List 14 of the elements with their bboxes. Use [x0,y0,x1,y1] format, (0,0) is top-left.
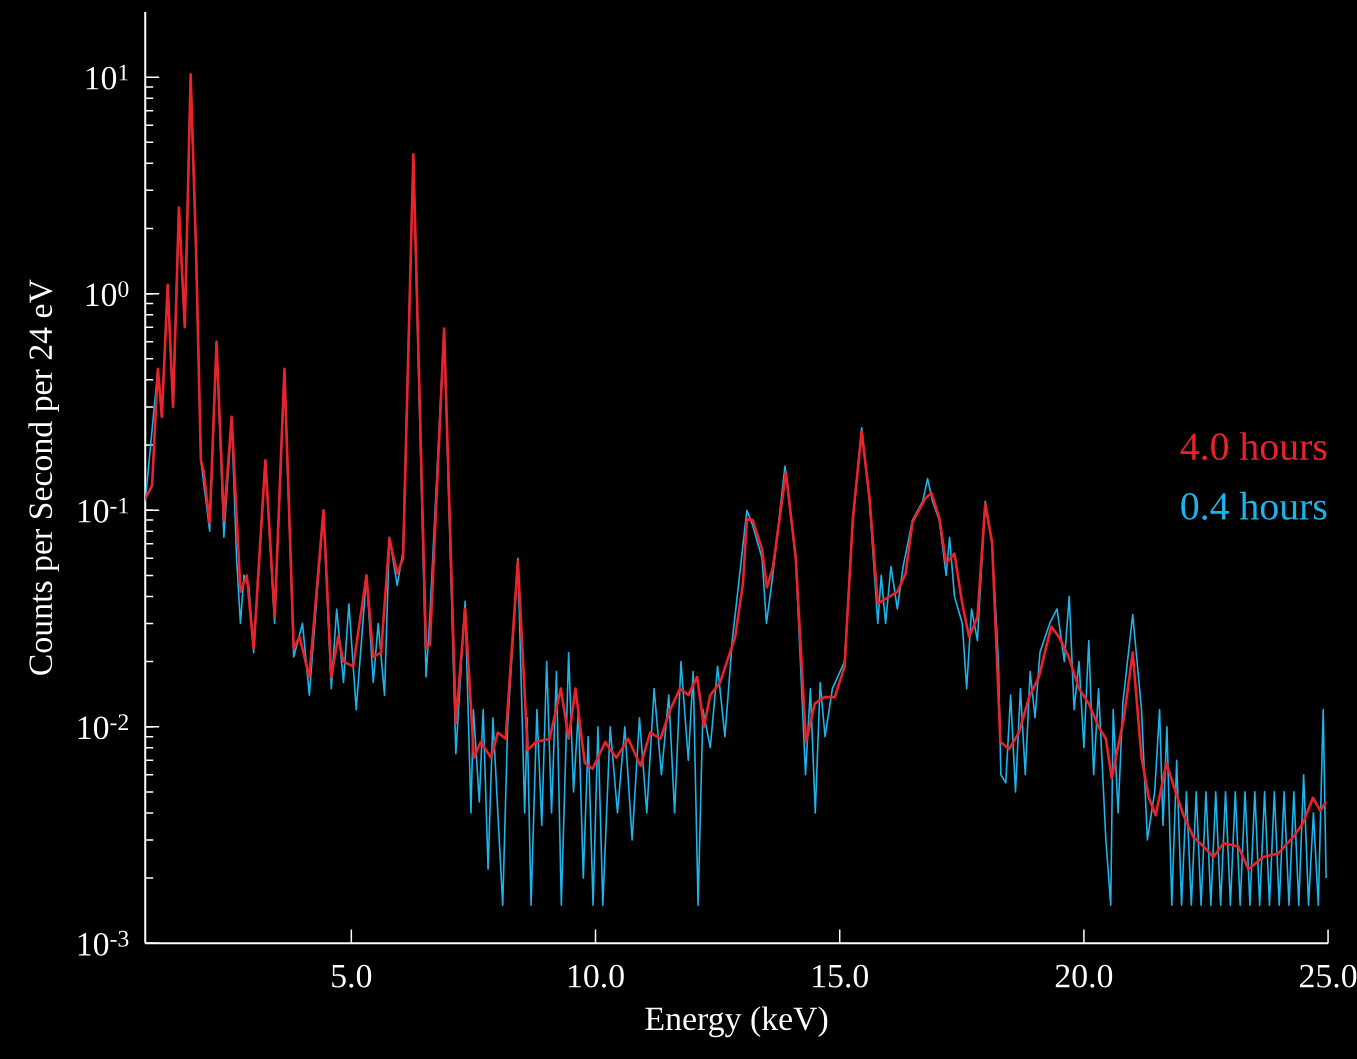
text: 4.0 hours [1180,432,1327,461]
x-tick-label: 10.0 [568,964,624,988]
y-tick-label: 10$^{-2}$ [78,714,128,740]
x-tick-label: 25.0 [1299,964,1357,988]
x-tick-label: 20.0 [1055,964,1113,988]
y-tick-label: 10$^{1}$ [86,64,128,90]
text: 0.4 hours [1181,491,1327,520]
x-axis-title: Energy (keV) [645,1006,828,1038]
x-tick-label: 15.0 [813,964,868,988]
y-axis-title: Counts per Second per 24 eV [28,279,59,675]
x-tick-label: 5.0 [332,964,372,988]
y-tick-label: 10$^{-3}$ [78,930,129,956]
y-tick-label: 10$^{0}$ [86,281,129,307]
y-tick-label: 10$^{-1}$ [78,497,128,523]
